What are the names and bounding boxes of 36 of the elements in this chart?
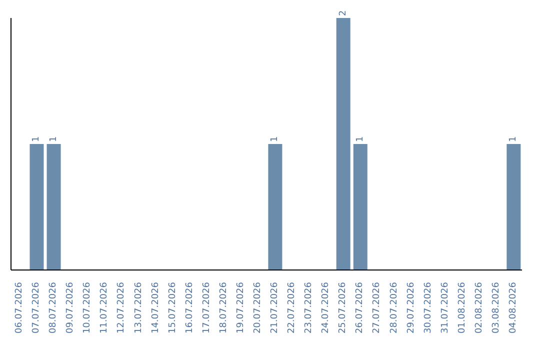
x-tick-label: 16.07.2026 — [184, 282, 195, 334]
x-tick-label: 09.07.2026 — [66, 282, 76, 334]
x-tick-label: 13.07.2026 — [134, 282, 144, 334]
data-label: 1 — [355, 136, 366, 142]
data-label: 2 — [338, 10, 348, 16]
x-tick-label: 10.07.2026 — [82, 282, 93, 334]
x-tick-label: 26.07.2026 — [355, 282, 366, 334]
x-tick-label: 30.07.2026 — [423, 282, 434, 334]
x-tick-label: 28.07.2026 — [389, 282, 400, 334]
x-tick-label: 17.07.2026 — [202, 282, 212, 334]
x-tick-label: 19.07.2026 — [236, 282, 246, 334]
x-tick-label: 15.07.2026 — [168, 282, 178, 334]
x-tick-label: 14.07.2026 — [150, 282, 161, 334]
x-tick-label: 03.08.2026 — [491, 282, 502, 334]
x-tick-label: 24.07.2026 — [321, 282, 332, 334]
x-tick-label: 02.08.2026 — [474, 282, 484, 334]
x-tick-label: 29.07.2026 — [406, 282, 416, 334]
data-label: 1 — [48, 136, 59, 142]
x-tick-label: 04.08.2026 — [508, 282, 518, 334]
x-tick-label: 07.07.2026 — [32, 282, 42, 334]
data-label: 1 — [32, 136, 42, 142]
x-tick-label: 31.07.2026 — [440, 282, 450, 334]
data-label: 1 — [270, 136, 280, 142]
x-tick-label: 21.07.2026 — [270, 282, 280, 334]
x-tick-label: 11.07.2026 — [100, 282, 110, 334]
x-tick-label: 06.07.2026 — [14, 282, 25, 334]
x-tick-label: 18.07.2026 — [218, 282, 229, 334]
x-tick-label: 12.07.2026 — [116, 282, 127, 334]
x-tick-label: 25.07.2026 — [338, 282, 348, 334]
x-tick-label: 20.07.2026 — [252, 282, 263, 334]
x-tick-label: 27.07.2026 — [372, 282, 382, 334]
data-label: 1 — [508, 136, 519, 142]
x-tick-label: 01.08.2026 — [457, 282, 468, 334]
x-tick-label: 22.07.2026 — [287, 282, 298, 334]
x-tick-label: 23.07.2026 — [304, 282, 314, 334]
x-tick-label: 08.07.2026 — [48, 282, 59, 334]
